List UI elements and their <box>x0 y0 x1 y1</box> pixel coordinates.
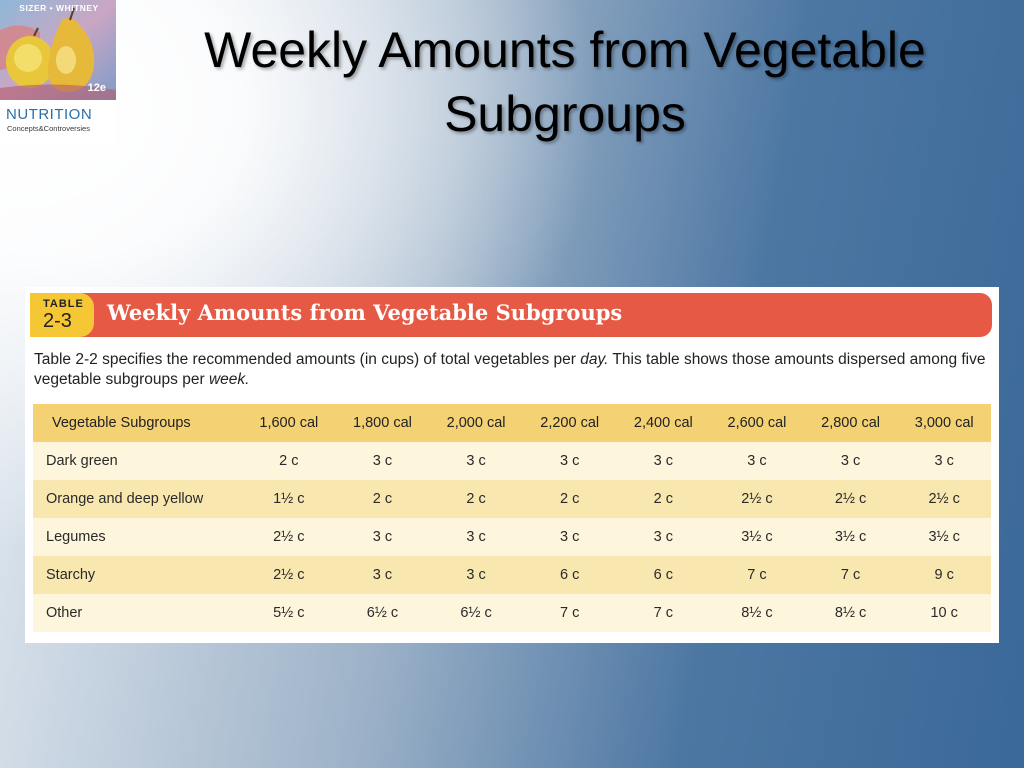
table-cell: 2 c <box>429 480 523 518</box>
table-cell: 3 c <box>429 556 523 594</box>
intro-text-2: This table shows those amounts dispersed… <box>34 351 986 388</box>
table-cell: 7 c <box>522 594 617 632</box>
column-header: 2,400 cal <box>616 404 711 442</box>
table-card: TABLE 2-3 Weekly Amounts from Vegetable … <box>25 287 999 643</box>
vegetable-table: Vegetable Subgroups 1,600 cal 1,800 cal … <box>33 404 991 632</box>
table-row: Orange and deep yellow 1½ c 2 c 2 c 2 c … <box>33 480 991 518</box>
table-cell: 6 c <box>522 556 617 594</box>
badge-word: TABLE <box>43 298 84 310</box>
table-cell: 3½ c <box>803 518 898 556</box>
table-row: Other 5½ c 6½ c 6½ c 7 c 7 c 8½ c 8½ c 1… <box>33 594 991 632</box>
pears-painting-icon <box>0 0 116 100</box>
table-cell: 6½ c <box>429 594 523 632</box>
column-header: 2,800 cal <box>803 404 898 442</box>
column-header: Vegetable Subgroups <box>33 404 242 442</box>
table-cell: 3 c <box>710 442 804 480</box>
logo-title: NUTRITION <box>6 106 93 123</box>
badge-number: 2-3 <box>43 310 72 332</box>
table-cell: 1½ c <box>242 480 336 518</box>
table-cell: 3½ c <box>710 518 804 556</box>
table-cell: 2½ c <box>710 480 804 518</box>
table-cell: 2 c <box>335 480 430 518</box>
table-cell: 3 c <box>616 518 711 556</box>
table-cell: 6½ c <box>335 594 430 632</box>
logo-edition: 12e <box>87 82 106 94</box>
table-cell: 3 c <box>803 442 898 480</box>
column-header: 2,600 cal <box>710 404 804 442</box>
table-cell: 3 c <box>335 518 430 556</box>
table-cell: 7 c <box>803 556 898 594</box>
table-cell: 3 c <box>335 556 430 594</box>
table-row: Legumes 2½ c 3 c 3 c 3 c 3 c 3½ c 3½ c 3… <box>33 518 991 556</box>
column-header: 1,800 cal <box>335 404 430 442</box>
table-cell: 3 c <box>522 442 617 480</box>
column-header: 2,000 cal <box>429 404 523 442</box>
table-cell: 5½ c <box>242 594 336 632</box>
table-cell: 2 c <box>616 480 711 518</box>
table-cell: 2½ c <box>897 480 991 518</box>
intro-day: day. <box>580 351 609 368</box>
table-cell: 3 c <box>616 442 711 480</box>
table-cell: 8½ c <box>710 594 804 632</box>
table-cell: 3½ c <box>897 518 991 556</box>
header-row: Vegetable Subgroups 1,600 cal 1,800 cal … <box>33 404 991 442</box>
row-label: Orange and deep yellow <box>33 480 242 518</box>
table-header-bar <box>30 293 992 337</box>
table-cell: 2½ c <box>242 556 336 594</box>
slide-title: Weekly Amounts from Vegetable Subgroups <box>204 22 926 142</box>
row-label: Dark green <box>33 442 242 480</box>
table-row: Dark green 2 c 3 c 3 c 3 c 3 c 3 c 3 c 3… <box>33 442 991 480</box>
column-header: 2,200 cal <box>522 404 617 442</box>
table-cell: 3 c <box>429 442 523 480</box>
table-cell: 3 c <box>429 518 523 556</box>
logo-authors: SIZER • WHITNEY <box>19 3 99 13</box>
table-cell: 10 c <box>897 594 991 632</box>
logo-subtitle: Concepts&Controversies <box>7 124 90 133</box>
table-row: Starchy 2½ c 3 c 3 c 6 c 6 c 7 c 7 c 9 c <box>33 556 991 594</box>
book-cover-logo: SIZER • WHITNEY 12e NUTRITION Concepts&C… <box>0 0 116 146</box>
table-cell: 3 c <box>522 518 617 556</box>
table-cell: 3 c <box>335 442 430 480</box>
table-title: Weekly Amounts from Vegetable Subgroups <box>107 300 623 325</box>
column-header: 1,600 cal <box>242 404 336 442</box>
row-label: Starchy <box>33 556 242 594</box>
row-label: Legumes <box>33 518 242 556</box>
intro-week: week. <box>208 371 250 388</box>
table-cell: 2½ c <box>242 518 336 556</box>
table-cell: 7 c <box>710 556 804 594</box>
column-header: 3,000 cal <box>897 404 991 442</box>
table-cell: 9 c <box>897 556 991 594</box>
table-cell: 2 c <box>522 480 617 518</box>
table-cell: 7 c <box>616 594 711 632</box>
table-intro: Table 2-2 specifies the recommended amou… <box>34 350 996 390</box>
table-badge: TABLE 2-3 <box>30 293 94 337</box>
table-cell: 2½ c <box>803 480 898 518</box>
table-cell: 6 c <box>616 556 711 594</box>
intro-text-1: Table 2-2 specifies the recommended amou… <box>34 351 581 368</box>
table-cell: 2 c <box>242 442 336 480</box>
table-cell: 8½ c <box>803 594 898 632</box>
table-cell: 3 c <box>897 442 991 480</box>
row-label: Other <box>33 594 242 632</box>
